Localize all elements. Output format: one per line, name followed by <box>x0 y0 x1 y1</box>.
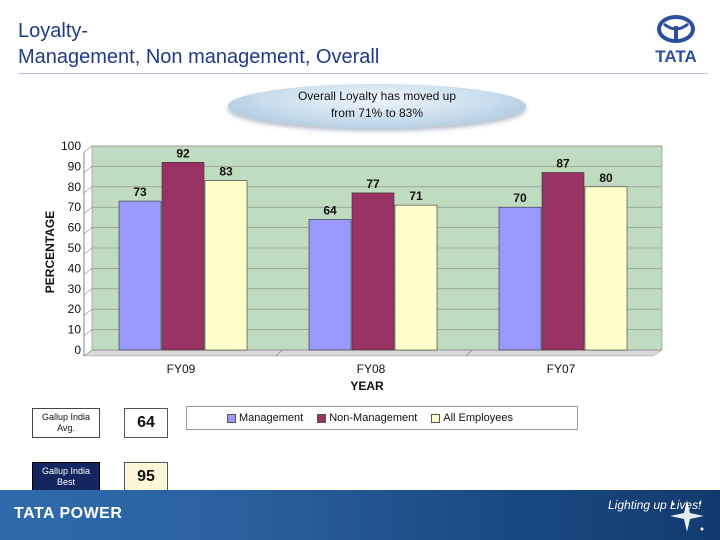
bar-all-employees-fy09 <box>204 180 248 351</box>
bar-non-management-fy07 <box>541 172 585 351</box>
data-label: 70 <box>513 191 527 205</box>
data-label: 64 <box>323 203 337 217</box>
bar-all-employees-fy07 <box>584 186 628 351</box>
callout-text: Overall Loyalty has moved up from 71% to… <box>228 88 526 122</box>
legend-label-all-employees: All Employees <box>443 412 513 424</box>
chart-floor <box>83 349 663 357</box>
slide-title: Loyalty- Management, Non management, Ove… <box>18 18 379 70</box>
y-tick-label: 100 <box>61 139 81 153</box>
title-line-2: Management, Non management, Overall <box>18 46 380 68</box>
gridline-side <box>83 268 93 275</box>
legend-swatch-all-employees <box>431 413 441 423</box>
footer-brand: TATA POWER <box>14 505 123 522</box>
y-tick-label: 30 <box>68 282 82 296</box>
bar-non-management-fy08 <box>351 192 395 351</box>
y-tick-label: 50 <box>68 241 82 255</box>
gridline-side <box>83 227 93 234</box>
footer-tagline: Lighting up Lives! <box>608 498 702 512</box>
gridline-side <box>83 329 93 336</box>
gallup-best-value: 95 <box>124 462 168 492</box>
gridline-side <box>83 247 93 255</box>
bar-all-employees-fy08 <box>394 204 438 351</box>
x-tick-label: FY07 <box>547 362 576 376</box>
loyalty-bar-chart: 0 10 20 30 40 50 60 70 80 90 100 73 92 83 FY09 64 77 71 FY… <box>43 139 663 393</box>
callout-bubble: Overall Loyalty has moved up from 71% to… <box>228 84 526 128</box>
y-tick-label: 90 <box>68 159 82 173</box>
y-tick-label: 70 <box>68 200 82 214</box>
y-tick-label: 40 <box>68 261 82 275</box>
legend-label-management: Management <box>239 412 304 424</box>
data-label: 71 <box>409 189 423 203</box>
data-label: 87 <box>556 157 570 171</box>
y-axis-title: PERCENTAGE <box>43 211 57 293</box>
gridline-side <box>83 166 93 173</box>
legend-item-all-employees: All Employees <box>431 412 513 424</box>
gridline-side <box>83 145 93 153</box>
x-tick-mark <box>275 349 283 357</box>
gridline-side <box>83 186 93 194</box>
callout-line-1: Overall Loyalty has moved up <box>297 89 457 103</box>
sparkle-icon <box>670 500 704 532</box>
y-tick-label: 0 <box>74 343 81 357</box>
chart-legend: Management Non-Management All Employees <box>186 406 578 430</box>
x-axis-title: YEAR <box>350 379 384 393</box>
data-label: 77 <box>366 177 380 191</box>
data-label: 92 <box>176 146 190 160</box>
x-tick-mark <box>465 349 473 357</box>
gallup-avg-value: 64 <box>124 408 168 438</box>
legend-label-non-management: Non-Management <box>329 412 418 424</box>
bar-management-fy07 <box>498 206 542 351</box>
x-tick-label: FY09 <box>167 362 196 376</box>
title-line-1: Loyalty- <box>18 20 89 42</box>
tata-logo: TATA <box>655 15 697 66</box>
gridline-side <box>83 349 93 357</box>
gridline-side <box>83 308 93 316</box>
y-tick-label: 80 <box>68 180 82 194</box>
legend-item-non-management: Non-Management <box>317 412 417 424</box>
legend-swatch-non-management <box>317 413 327 423</box>
title-divider <box>18 73 708 74</box>
gallup-avg-label: Gallup India Avg. <box>32 408 100 438</box>
gridline-side <box>83 288 93 296</box>
legend-swatch-management <box>227 413 236 423</box>
x-tick-label: FY08 <box>357 362 386 376</box>
legend-item-management: Management <box>227 412 303 424</box>
footer-bar: TATA POWER Lighting up Lives! <box>0 490 720 540</box>
gridline-side <box>83 206 93 214</box>
y-tick-label: 10 <box>68 323 82 337</box>
y-tick-label: 60 <box>68 221 82 235</box>
bar-management-fy09 <box>118 200 162 351</box>
data-label: 83 <box>219 165 233 179</box>
data-label: 73 <box>133 185 147 199</box>
callout-line-2: from 71% to 83% <box>330 106 424 120</box>
bar-management-fy08 <box>308 219 352 351</box>
logo-wordmark: TATA <box>655 47 697 66</box>
gallup-best-label: Gallup India Best <box>32 462 100 492</box>
data-label: 80 <box>599 171 613 185</box>
y-tick-label: 20 <box>68 302 82 316</box>
bar-non-management-fy09 <box>161 162 205 351</box>
